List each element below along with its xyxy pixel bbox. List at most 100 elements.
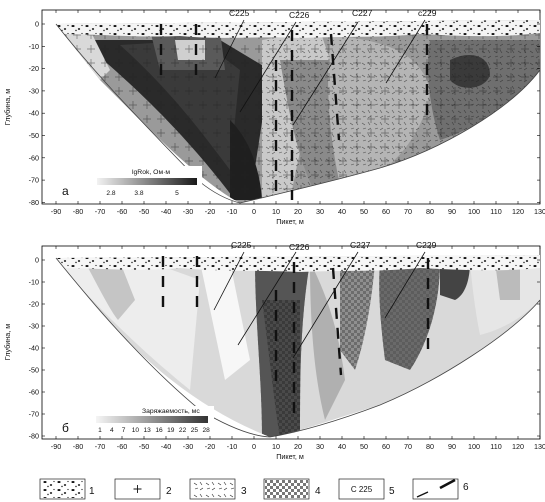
panel-b-legend-val: 22 bbox=[179, 427, 187, 434]
x-tick-label: -60 bbox=[117, 442, 127, 451]
x-tick-label: 70 bbox=[404, 442, 412, 451]
symbol-3-dashes: 3 bbox=[189, 478, 247, 500]
x-tick-label: 100 bbox=[468, 207, 480, 216]
x-tick-label: 20 bbox=[294, 442, 302, 451]
panel-b-legend-val: 13 bbox=[144, 427, 152, 434]
panel-b-legend-val: 1 bbox=[98, 427, 102, 434]
x-tick-label: 60 bbox=[382, 207, 390, 216]
y-tick-label: -10 bbox=[29, 42, 39, 51]
panel-b-xlabel: Пикет, м bbox=[276, 452, 304, 461]
x-tick-label: -50 bbox=[139, 442, 149, 451]
panel-a-boundary bbox=[55, 23, 541, 204]
panel-b-ylabel: Глубина, м bbox=[3, 324, 12, 360]
panel-b-borehole-2: C226 bbox=[289, 242, 310, 252]
y-tick-label: 0 bbox=[35, 256, 39, 265]
panel-b-boreholes bbox=[213, 251, 426, 359]
panel-a-frame bbox=[41, 9, 541, 205]
y-tick-label: -30 bbox=[29, 86, 39, 95]
panel-b-borehole-3: C227 bbox=[350, 240, 371, 250]
x-tick-label: 0 bbox=[252, 442, 256, 451]
x-tick-label: -20 bbox=[205, 442, 215, 451]
panel-b-legend-values: 1 4 7 10 13 16 19 22 25 28 bbox=[98, 427, 210, 434]
panel-b-faults bbox=[161, 256, 430, 420]
symbol-6-num: 6 bbox=[463, 482, 469, 493]
panel-b: C225 C226 C227 C229 -90 -80 -70 -60 -50 -40 -3… bbox=[3, 240, 545, 461]
y-tick-label: -50 bbox=[29, 131, 39, 140]
x-tick-label: -90 bbox=[51, 207, 61, 216]
x-tick-label: -30 bbox=[183, 442, 193, 451]
panel-b-x-ticks: -90 -80 -70 -60 -50 -40 -30 -20 -10 0 10 20 30 40 50 60… bbox=[51, 246, 545, 451]
x-tick-label: 80 bbox=[426, 207, 434, 216]
panel-b-legend-val: 25 bbox=[191, 427, 199, 434]
symbol-2-cross: 2 bbox=[114, 478, 172, 500]
y-tick-label: -40 bbox=[29, 344, 39, 353]
symbol-1-num: 1 bbox=[89, 486, 95, 497]
x-tick-label: 40 bbox=[338, 207, 346, 216]
panel-a-letter: а bbox=[62, 184, 69, 198]
x-tick-label: 70 bbox=[404, 207, 412, 216]
x-tick-label: -80 bbox=[73, 442, 83, 451]
x-tick-label: 20 bbox=[294, 207, 302, 216]
y-tick-label: -60 bbox=[29, 153, 39, 162]
x-tick-label: 40 bbox=[338, 442, 346, 451]
panel-a-y-ticks: 0 -10 -20 -30 -40 -50 -60 -70 -80 bbox=[29, 20, 540, 207]
panel-a-borehole-3: C227 bbox=[352, 8, 373, 18]
panel-b-legend-title: Заряжаемость, мс bbox=[142, 408, 200, 415]
panel-b-legend-val: 4 bbox=[110, 427, 114, 434]
y-tick-label: -50 bbox=[29, 366, 39, 375]
x-tick-label: -20 bbox=[205, 207, 215, 216]
symbol-5-label: C 225 5 bbox=[338, 478, 395, 500]
x-tick-label: 90 bbox=[448, 442, 456, 451]
x-tick-label: -80 bbox=[73, 207, 83, 216]
x-tick-label: -10 bbox=[227, 442, 237, 451]
panel-a-legend-bar bbox=[97, 178, 197, 185]
x-tick-label: 100 bbox=[468, 442, 480, 451]
y-tick-label: -60 bbox=[29, 388, 39, 397]
y-tick-label: -20 bbox=[29, 64, 39, 73]
y-tick-label: 0 bbox=[35, 20, 39, 29]
x-tick-label: 130 bbox=[534, 442, 545, 451]
panel-a-xlabel: Пикет, м bbox=[276, 217, 304, 226]
x-tick-label: -30 bbox=[183, 207, 193, 216]
panel-a-ylabel: Глубина, м bbox=[3, 89, 12, 125]
panel-b-boundary bbox=[55, 257, 541, 438]
x-tick-label: 10 bbox=[272, 442, 280, 451]
x-tick-label: -70 bbox=[95, 207, 105, 216]
panel-a-faults bbox=[159, 24, 429, 200]
panel-b-legend-val: 10 bbox=[132, 427, 140, 434]
x-tick-label: 60 bbox=[382, 442, 390, 451]
symbol-5-num: 5 bbox=[389, 486, 395, 497]
panel-a-borehole-1: C225 bbox=[229, 8, 250, 18]
panel-a-x-ticks: -90 -80 -70 -60 -50 -40 -30 -20 -10 0 10 20 30 40 50 60… bbox=[51, 10, 545, 216]
y-tick-label: -70 bbox=[29, 410, 39, 419]
panel-b-legend-val: 19 bbox=[167, 427, 175, 434]
panel-a-section-fill bbox=[56, 20, 540, 203]
panel-b-legend-val: 7 bbox=[122, 427, 126, 434]
panel-a-legend-val-1: 2.8 bbox=[106, 190, 115, 197]
y-tick-label: -20 bbox=[29, 300, 39, 309]
x-tick-label: -10 bbox=[227, 207, 237, 216]
x-tick-label: -40 bbox=[161, 207, 171, 216]
panel-b-borehole-1: C225 bbox=[231, 240, 252, 250]
y-tick-label: -80 bbox=[29, 432, 39, 441]
x-tick-label: 120 bbox=[512, 207, 524, 216]
panel-a-legend-val-2: 3.8 bbox=[134, 190, 143, 197]
x-tick-label: 110 bbox=[490, 207, 501, 216]
x-tick-label: 130 bbox=[534, 207, 545, 216]
x-tick-label: 120 bbox=[512, 442, 524, 451]
panel-a-legend-val-3: 5 bbox=[175, 190, 179, 197]
x-tick-label: -50 bbox=[139, 207, 149, 216]
symbol-4-num: 4 bbox=[315, 486, 321, 497]
panel-b-y-ticks: 0 -10 -20 -30 -40 -50 -60 -70 -80 bbox=[29, 256, 540, 441]
y-tick-label: -10 bbox=[29, 278, 39, 287]
x-tick-label: 10 bbox=[272, 207, 280, 216]
borehole-label-icon bbox=[338, 478, 385, 500]
y-tick-label: -30 bbox=[29, 322, 39, 331]
x-tick-label: 50 bbox=[360, 442, 368, 451]
panel-b-frame bbox=[41, 245, 541, 440]
x-tick-label: 50 bbox=[360, 207, 368, 216]
x-tick-label: -90 bbox=[51, 442, 61, 451]
symbol-6-line: 6 bbox=[412, 478, 469, 500]
panel-b-borehole-4: C229 bbox=[416, 240, 437, 250]
symbol-1-gravel: 1 bbox=[39, 478, 95, 500]
